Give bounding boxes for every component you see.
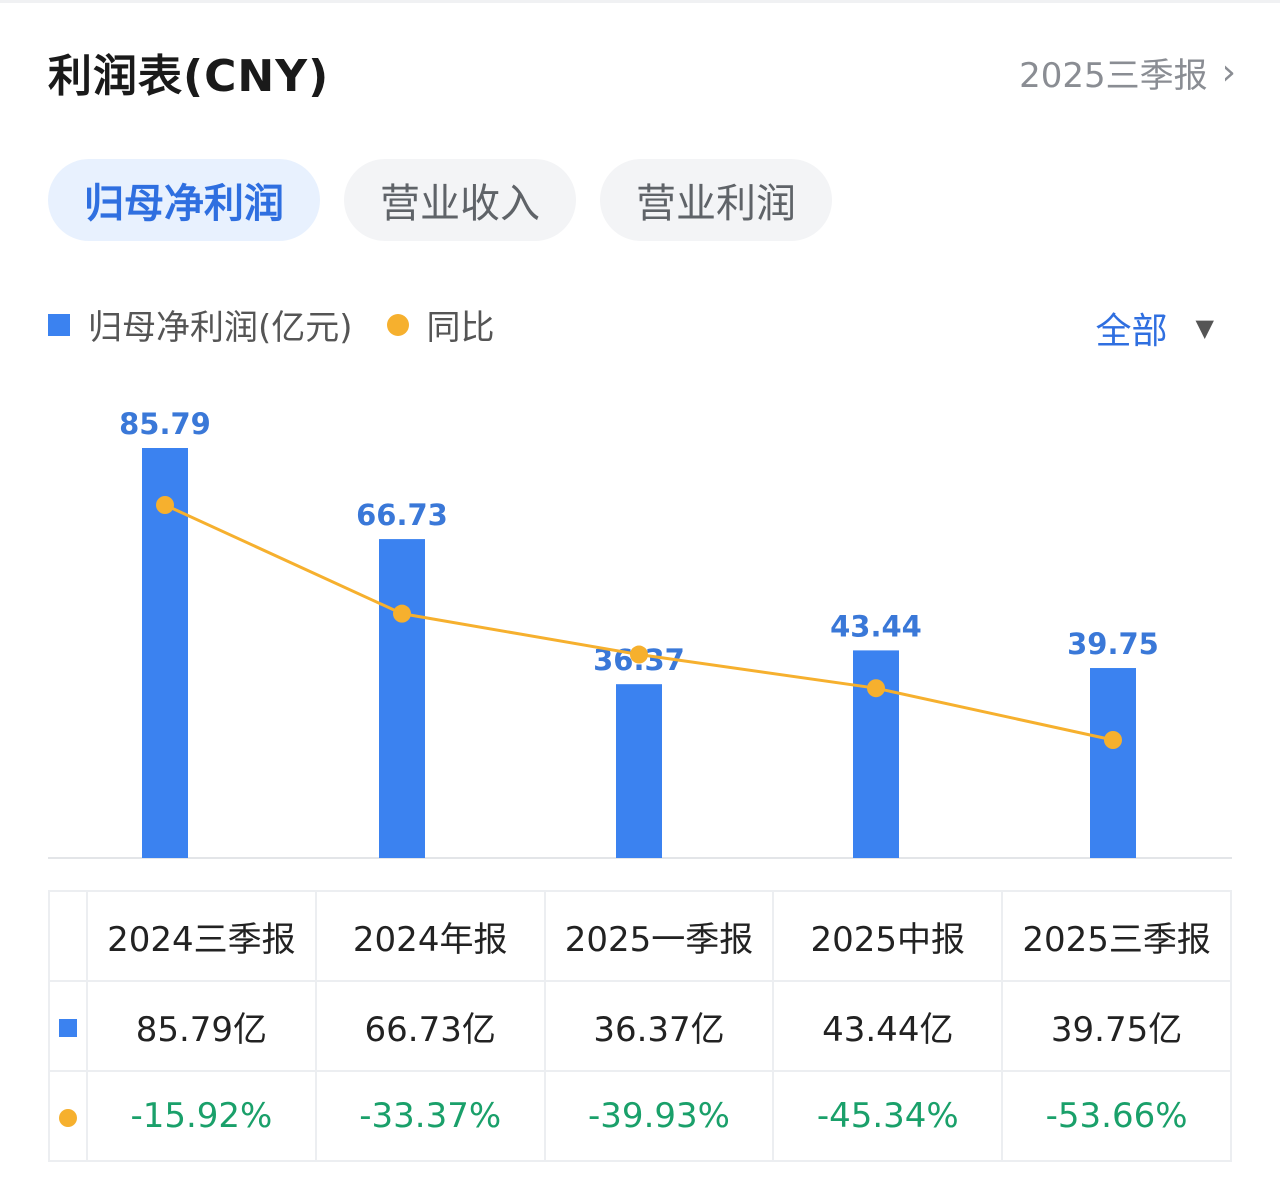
bar-0[interactable] bbox=[142, 448, 188, 858]
value-cell: 43.44亿 bbox=[772, 980, 1004, 1072]
legend-line-label: 同比 bbox=[426, 308, 495, 348]
yoy-cell: -53.66% bbox=[1001, 1070, 1232, 1162]
yoy-cell: -45.34% bbox=[772, 1070, 1004, 1162]
table-header-row: 2024三季报 2024年报 2025一季报 2025中报 2025三季报 bbox=[48, 890, 1232, 982]
yoy-point-1[interactable] bbox=[393, 604, 411, 623]
value-cell: 39.75亿 bbox=[1001, 980, 1232, 1072]
metric-tabs: 归母净利润 营业收入 营业利润 bbox=[48, 159, 832, 241]
bar-value-label: 85.79 bbox=[119, 407, 211, 441]
yoy-cell: -33.37% bbox=[314, 1070, 546, 1162]
chart-legend: 归母净利润(亿元) 同比 bbox=[48, 300, 495, 349]
tab-net-profit[interactable]: 归母净利润 bbox=[48, 159, 320, 241]
tab-revenue[interactable]: 营业收入 bbox=[344, 159, 576, 241]
bar-value-label: 43.44 bbox=[830, 609, 922, 643]
triangle-down-icon: ▼ bbox=[1195, 314, 1214, 342]
page-title: 利润表(CNY) bbox=[48, 51, 330, 102]
range-filter[interactable]: 全部 ▼ bbox=[1096, 302, 1214, 354]
bar-value-label: 39.75 bbox=[1067, 627, 1159, 661]
filter-label: 全部 bbox=[1095, 311, 1168, 352]
chevron-right-icon: › bbox=[1221, 52, 1236, 93]
bar-value-label: 66.73 bbox=[356, 498, 448, 532]
tab-operating-profit[interactable]: 营业利润 bbox=[600, 159, 832, 241]
col-header: 2024三季报 bbox=[86, 890, 317, 982]
period-selector[interactable]: 2025三季报 › bbox=[1019, 48, 1236, 97]
col-header: 2024年报 bbox=[314, 890, 546, 982]
col-header: 2025三季报 bbox=[1001, 890, 1232, 982]
line-series-icon bbox=[59, 1109, 77, 1127]
table-row-values: 85.79亿 66.73亿 36.37亿 43.44亿 39.75亿 bbox=[48, 980, 1232, 1072]
value-cell: 66.73亿 bbox=[314, 980, 546, 1072]
bar-legend-icon bbox=[48, 313, 70, 336]
yoy-cell: -39.93% bbox=[543, 1070, 775, 1162]
legend-bar-label: 归母净利润(亿元) bbox=[88, 308, 353, 348]
yoy-point-4[interactable] bbox=[1104, 731, 1122, 749]
bar-4[interactable] bbox=[1090, 668, 1136, 858]
table-row-yoy: -15.92% -33.37% -39.93% -45.34% -53.66% bbox=[48, 1070, 1232, 1162]
period-label: 2025三季报 bbox=[1019, 56, 1208, 96]
yoy-point-0[interactable] bbox=[156, 496, 174, 514]
yoy-point-3[interactable] bbox=[867, 679, 885, 698]
top-divider bbox=[0, 0, 1280, 3]
yoy-point-2[interactable] bbox=[630, 645, 648, 664]
bar-2[interactable] bbox=[616, 684, 662, 858]
yoy-cell: -15.92% bbox=[86, 1070, 317, 1162]
col-header: 2025中报 bbox=[772, 890, 1004, 982]
value-cell: 36.37亿 bbox=[543, 980, 775, 1072]
value-cell: 85.79亿 bbox=[86, 980, 317, 1072]
bar-series-icon bbox=[59, 1019, 77, 1037]
line-legend-icon bbox=[386, 313, 409, 336]
data-table: 2024三季报 2024年报 2025一季报 2025中报 2025三季报 85… bbox=[48, 890, 1232, 1162]
bar-1[interactable] bbox=[379, 539, 425, 858]
col-header: 2025一季报 bbox=[543, 890, 775, 982]
